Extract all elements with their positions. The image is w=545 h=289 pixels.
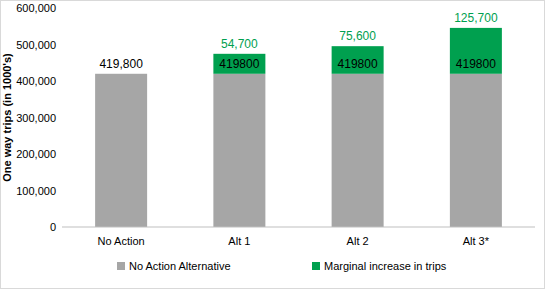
y-tick [58,227,62,228]
legend: No Action Alternative Marginal increase i… [117,260,447,272]
y-tick-label: 0 [50,221,56,233]
y-tick [58,44,62,45]
data-label: 125,700 [454,11,498,25]
y-axis-label: One way trips (in 1000's) [1,53,13,182]
legend-label: Marginal increase in trips [324,260,447,272]
bar [213,74,265,227]
data-label: 419800 [456,57,496,71]
y-tick-label: 200,000 [16,148,56,160]
y-tick-label: 300,000 [16,112,56,124]
bar [450,28,502,74]
chart: 0 100,000 200,000 300,000 400,000 500,000 600,… [0,0,545,289]
y-tick-label: 400,000 [16,75,56,87]
x-axis [62,227,535,228]
y-tick [58,117,62,118]
data-label: 419,800 [99,57,143,71]
y-tick [58,190,62,191]
legend-swatch [117,262,125,270]
bar [332,74,384,227]
bar [95,74,147,227]
x-tick-label: No Action [98,235,145,247]
frame [1,1,545,289]
y-tick-label: 500,000 [16,39,56,51]
bars [95,28,502,227]
x-tick-label: Alt 2 [347,235,369,247]
x-tick-label: Alt 3* [463,235,490,247]
bar [450,74,502,227]
data-label: 419800 [338,57,378,71]
y-tick [58,154,62,155]
data-label: 54,700 [221,37,258,51]
y-tick [58,8,62,9]
legend-label: No Action Alternative [129,260,231,272]
data-label: 419800 [219,57,259,71]
x-tick-label: Alt 1 [228,235,250,247]
bar [213,54,265,74]
data-label: 75,600 [339,29,376,43]
y-tick-label: 100,000 [16,185,56,197]
bar [332,46,384,74]
legend-swatch [312,262,320,270]
data-labels: 419,800 419800 419800 419800 54,700 75,600 125… [99,11,497,71]
y-tick-label: 600,000 [16,2,56,14]
y-tick [58,81,62,82]
